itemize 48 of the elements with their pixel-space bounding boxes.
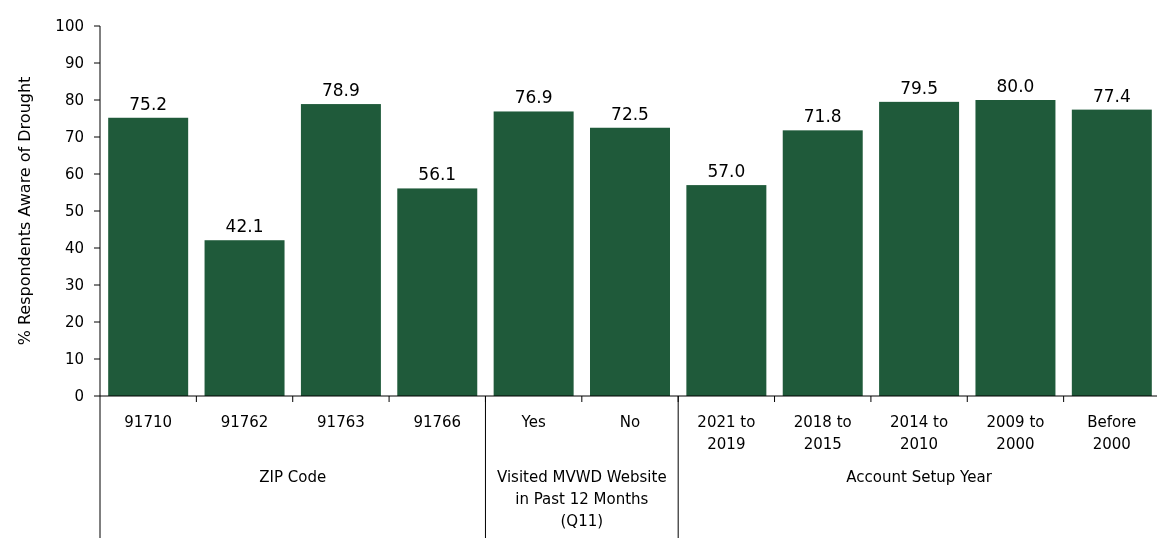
- y-tick-label: 40: [64, 239, 84, 258]
- bar: [204, 240, 285, 396]
- y-tick-label: 90: [64, 54, 84, 73]
- bar: [108, 117, 189, 396]
- bar: [879, 101, 960, 396]
- data-label: 75.2: [129, 93, 168, 114]
- text: Visited MVWD Website in Past 12 Months (Q11): [497, 468, 667, 530]
- y-tick-label: 100: [55, 17, 84, 36]
- data-label: 77.4: [1092, 85, 1131, 106]
- data-label: 72.5: [611, 103, 649, 124]
- x-tick-label: 91762: [220, 413, 269, 431]
- data-label: 76.9: [514, 87, 553, 108]
- data-label: 56.1: [418, 164, 457, 185]
- data-label: 80.0: [996, 76, 1035, 96]
- data-label: 57.0: [707, 161, 746, 182]
- y-tick-label: 70: [64, 128, 84, 147]
- y-tick-label: 60: [64, 165, 84, 184]
- bar: [975, 100, 1056, 396]
- bar: [590, 127, 670, 396]
- x-tick-label: 91766: [413, 413, 462, 431]
- y-tick-label: 0: [74, 387, 84, 406]
- bar: [686, 185, 767, 396]
- x-tick-label: 2021 to 2019: [697, 413, 756, 453]
- data-label: 42.1: [225, 216, 264, 237]
- x-tick-label: 2009 to 2000: [986, 413, 1045, 453]
- data-label: 71.8: [803, 106, 842, 127]
- y-tick-label: 20: [64, 313, 84, 332]
- bar: [782, 130, 863, 396]
- data-label: 78.9: [321, 80, 360, 101]
- x-tick-label: Before 2000: [1087, 413, 1137, 453]
- bar: [1071, 109, 1152, 396]
- bar: [397, 188, 478, 396]
- x-tick-label: 2018 to 2015: [793, 413, 852, 453]
- bar: [493, 111, 574, 396]
- x-tick-label: No: [619, 413, 641, 431]
- bar: [300, 104, 381, 396]
- y-tick-label: 10: [64, 350, 84, 369]
- x-tick-label: 2014 to 2010: [890, 413, 949, 453]
- y-tick-label: 80: [64, 91, 84, 110]
- y-axis-title: % Respondents Aware of Drought: [15, 76, 34, 346]
- text: Account Setup Year: [846, 468, 993, 486]
- y-tick-label: 50: [64, 202, 84, 221]
- y-tick-label: 30: [64, 276, 84, 295]
- text: ZIP Code: [259, 468, 327, 486]
- data-label: 79.5: [900, 77, 939, 98]
- x-tick-label: 91763: [317, 413, 365, 431]
- x-tick-label: 91710: [124, 413, 173, 431]
- x-tick-label: Yes: [520, 413, 546, 431]
